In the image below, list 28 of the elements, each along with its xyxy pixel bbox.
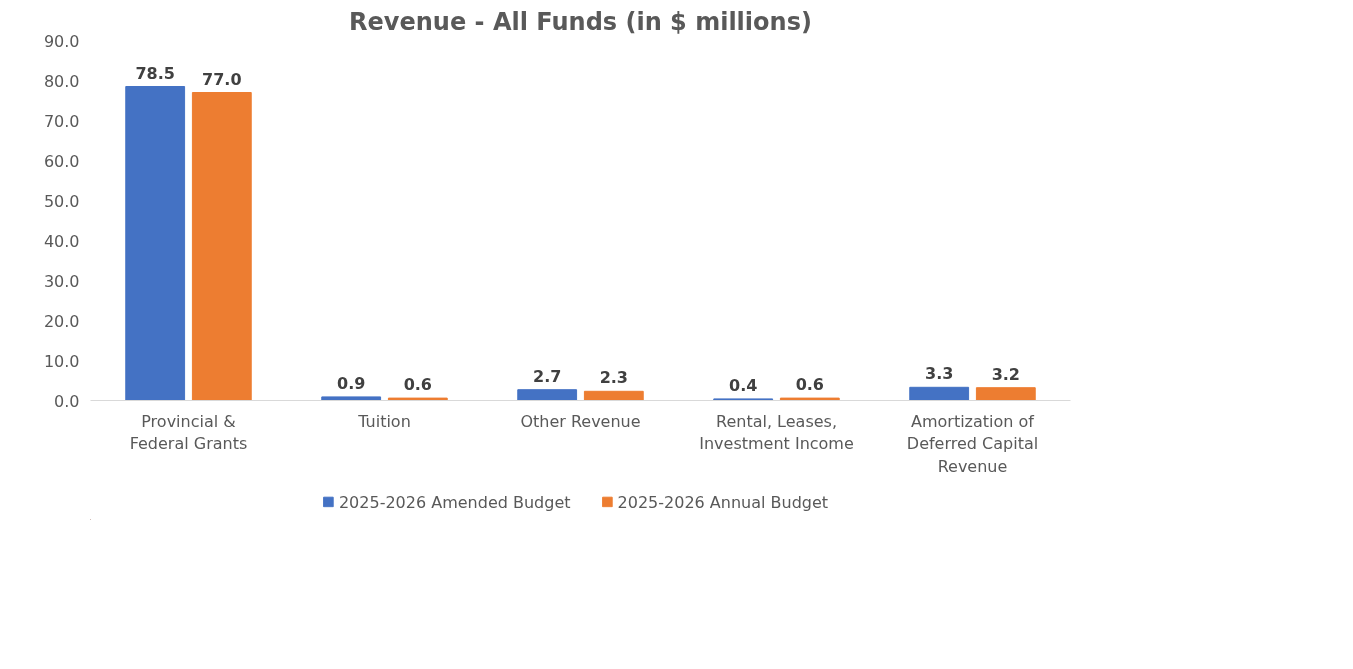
- y-tick-label: 0.0: [54, 391, 80, 411]
- data-label: 2.7: [533, 366, 562, 386]
- data-label: 0.4: [729, 375, 758, 395]
- x-tick-label: Rental, Leases, Investment Income: [699, 411, 854, 454]
- chart-title: Revenue - All Funds (in $ millions): [349, 7, 812, 36]
- x-tick-label: Amortization of Deferred Capital Revenue: [906, 411, 1039, 477]
- y-tick-label: 90.0: [43, 31, 80, 51]
- data-label: 2.3: [599, 368, 628, 388]
- data-label: 0.9: [337, 373, 366, 393]
- data-label: 3.2: [991, 364, 1020, 384]
- y-tick-label: 10.0: [43, 351, 80, 371]
- y-tick-label: 30.0: [43, 271, 80, 291]
- x-tick-label: Provincial & Federal Grants: [129, 411, 248, 454]
- x-tick-label: Other Revenue: [520, 411, 641, 431]
- y-tick-label: 80.0: [43, 71, 80, 91]
- legend-label: 2025-2026 Annual Budget: [617, 492, 829, 511]
- data-label: 0.6: [795, 375, 824, 395]
- x-tick-label: Tuition: [357, 411, 411, 431]
- data-label: 77.0: [202, 69, 242, 89]
- y-tick-label: 40.0: [43, 231, 80, 251]
- data-label: 78.5: [135, 63, 175, 83]
- y-tick-label: 50.0: [43, 191, 80, 211]
- y-tick-label: 20.0: [43, 311, 80, 331]
- y-tick-label: 70.0: [43, 111, 80, 131]
- y-tick-label: 60.0: [43, 151, 80, 171]
- data-label: 0.6: [403, 375, 432, 395]
- legend-label: 2025-2026 Amended Budget: [338, 492, 571, 511]
- data-label: 3.3: [925, 364, 954, 384]
